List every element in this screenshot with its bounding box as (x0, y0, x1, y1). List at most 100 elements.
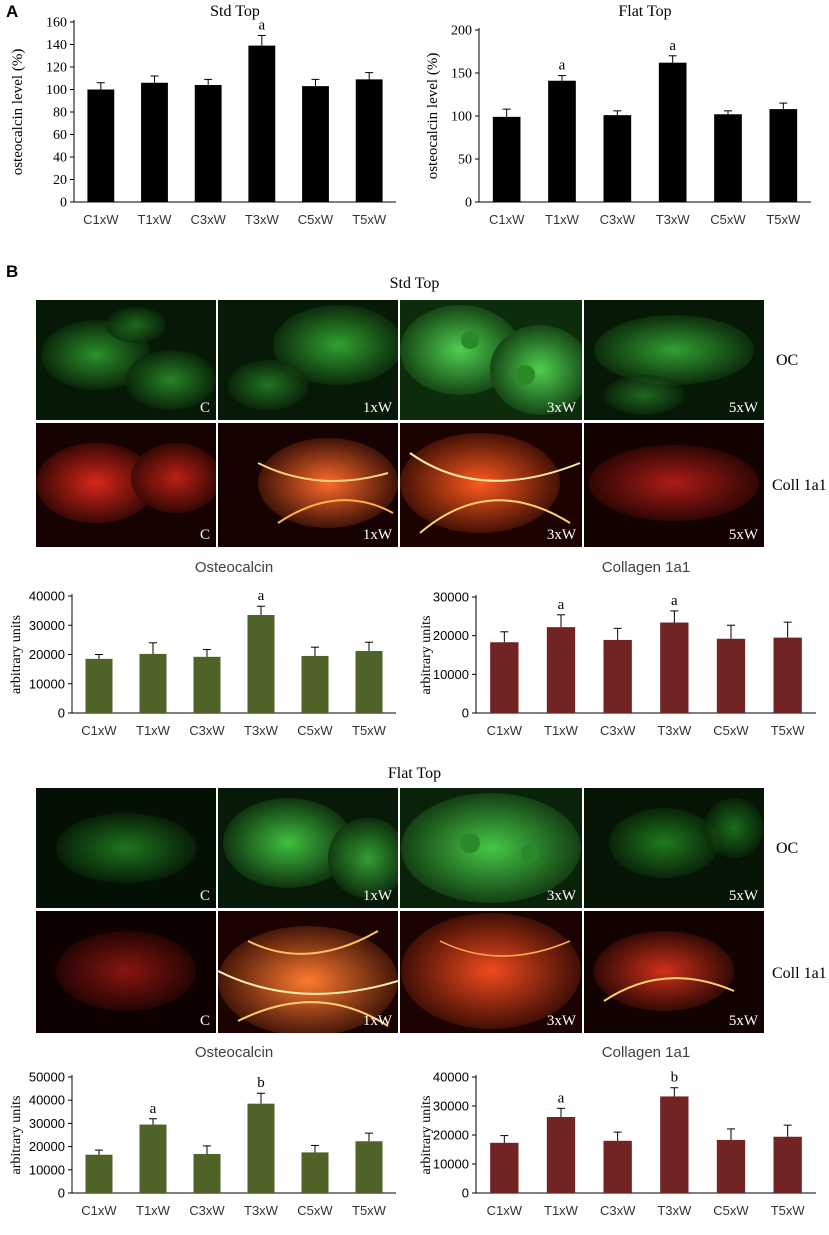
y-tick-label: 40000 (433, 1070, 469, 1085)
x-tick-label: C3xW (190, 212, 226, 227)
micrograph-label: 3xW (546, 527, 576, 543)
x-tick-label: T5xW (352, 723, 387, 738)
micrograph-std-oc-3xw: 3xW (400, 300, 582, 420)
micrograph-label: 3xW (546, 888, 576, 904)
chart-title: Std Top (210, 3, 260, 20)
micrograph-image (584, 788, 764, 908)
micrograph-image (36, 300, 216, 420)
micrograph-std-coll-1xw: 1xW (218, 423, 398, 547)
bar-T1xW (139, 1124, 167, 1193)
x-tick-label: T1xW (136, 723, 171, 738)
chart-title: Flat Top (618, 3, 671, 20)
micrograph-label: 1xW (362, 527, 392, 543)
micrograph-label: C (199, 1013, 210, 1029)
micrograph-flat-oc-5xw: 5xW (584, 788, 764, 908)
row-label-oc-std: OC (776, 352, 799, 369)
x-tick-label: C3xW (600, 1203, 636, 1218)
micrograph-image (218, 911, 398, 1033)
y-tick-label: 100 (451, 110, 472, 125)
y-axis-label: arbitrary units (9, 1096, 24, 1175)
y-tick-label: 20000 (433, 1128, 469, 1143)
micrograph-flat-coll-1xw: 1xW (218, 911, 398, 1033)
x-tick-label: C5xW (297, 1203, 333, 1218)
significance-label: a (671, 593, 678, 609)
significance-label: a (558, 1090, 565, 1106)
y-tick-label: 20 (53, 173, 67, 188)
bar-C5xW (301, 1152, 329, 1193)
bar-C1xW (490, 1142, 519, 1193)
bar-C1xW (85, 1154, 113, 1193)
micrograph-image (218, 788, 398, 908)
micrograph-label: 1xW (362, 400, 392, 416)
bar-T5xW (769, 109, 798, 202)
micrograph-image (584, 911, 764, 1033)
y-tick-label: 30000 (433, 590, 469, 605)
y-tick-label: 40 (53, 151, 67, 166)
chart-flat-top-collagen-units: Collagen 1a1 arbitrary units 0 10000 20000 30… (419, 1044, 816, 1218)
significance-label: b (671, 1070, 679, 1086)
chart-title: Collagen 1a1 (602, 559, 690, 576)
x-tick-label: T3xW (245, 212, 280, 227)
y-tick-label: 30000 (29, 1116, 65, 1131)
y-tick-label: 20000 (29, 1139, 65, 1154)
micrograph-label: 5xW (728, 888, 758, 904)
y-tick-label: 40000 (29, 589, 65, 604)
x-tick-label: C5xW (297, 723, 333, 738)
bar-C5xW (714, 114, 742, 202)
x-tick-label: C5xW (713, 1203, 749, 1218)
panel-letter-b: B (6, 262, 19, 281)
bar-T5xW (773, 1136, 802, 1193)
y-tick-label: 160 (46, 16, 67, 31)
y-tick-label: 200 (451, 24, 472, 39)
bar-C3xW (603, 1140, 632, 1193)
micrograph-image (400, 911, 582, 1033)
y-tick-label: 0 (60, 196, 67, 211)
bar-C5xW (301, 655, 329, 713)
y-tick-label: 10000 (433, 1157, 469, 1172)
micrograph-label: 1xW (362, 1013, 392, 1029)
bar-T1xW (548, 80, 576, 202)
bar-C5xW (716, 1139, 746, 1193)
micrograph-std-oc-1xw: 1xW (218, 300, 398, 420)
x-tick-label: T3xW (657, 723, 692, 738)
bar-C3xW (193, 1154, 221, 1193)
micrograph-flat-coll-c: C (36, 911, 216, 1033)
bar-C3xW (603, 115, 632, 202)
micrograph-flat-coll-5xw: 5xW (584, 911, 764, 1033)
micrograph-image (218, 300, 398, 420)
x-tick-label: C1xW (487, 1203, 523, 1218)
bar-C5xW (716, 638, 746, 713)
micrograph-label: 5xW (728, 400, 758, 416)
y-tick-label: 50 (458, 153, 472, 168)
micrograph-image (218, 423, 398, 547)
y-tick-label: 20000 (29, 647, 65, 662)
bar-C1xW (492, 116, 521, 202)
row-label-coll-flat: Coll 1a1 (772, 965, 827, 982)
y-tick-label: 0 (58, 706, 65, 721)
bar-T1xW (141, 82, 168, 202)
bar-T3xW (660, 622, 689, 713)
x-tick-label: C5xW (710, 212, 746, 227)
significance-label: a (258, 18, 265, 34)
y-tick-label: 120 (46, 61, 67, 76)
row-label-coll-std: Coll 1a1 (772, 477, 827, 494)
x-tick-label: T5xW (771, 1203, 806, 1218)
x-tick-label: C3xW (600, 212, 636, 227)
micrograph-image (584, 300, 764, 420)
std-top-micrograph-title: Std Top (389, 275, 440, 292)
bar-T3xW (247, 1103, 275, 1193)
chart-std-top-osteocalcin-level: Std Top osteocalcin level (%) 0 20 40 60 80 100… (10, 3, 396, 227)
x-tick-label: C1xW (487, 723, 523, 738)
bar-T3xW (248, 45, 276, 202)
y-axis-label: arbitrary units (9, 615, 24, 694)
micrograph-std-oc-5xw: 5xW (584, 300, 764, 420)
y-tick-label: 0 (462, 1186, 469, 1201)
chart-title: Osteocalcin (195, 1044, 273, 1061)
chart-title: Osteocalcin (195, 559, 273, 576)
significance-label: a (558, 597, 565, 613)
x-tick-label: C5xW (713, 723, 749, 738)
micrograph-image (584, 423, 764, 547)
bar-C3xW (603, 639, 632, 713)
x-tick-label: C3xW (600, 723, 636, 738)
bar-T5xW (773, 637, 802, 713)
